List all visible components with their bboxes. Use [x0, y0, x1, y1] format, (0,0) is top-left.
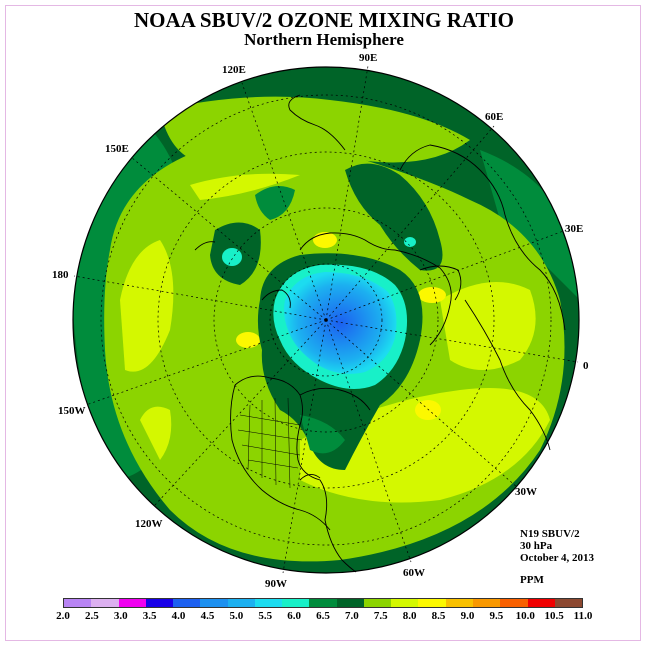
colorbar-swatch: [91, 599, 119, 607]
date-label: October 4, 2013: [520, 552, 595, 564]
colorbar-tick-label: 6.0: [287, 610, 301, 622]
colorbar-swatch: [254, 599, 283, 607]
pressure-level-label: 30 hPa: [520, 540, 553, 552]
colorbar-swatch: [118, 599, 146, 607]
lon-label-60e: 60E: [485, 111, 503, 123]
colorbar-tick-label: 7.0: [345, 610, 359, 622]
colorbar-swatch: [527, 599, 555, 607]
lon-label-60w: 60W: [403, 567, 425, 579]
colorbar-tick-label: 11.0: [573, 610, 593, 622]
colorbar-tick-label: 3.0: [113, 610, 128, 622]
units-label: PPM: [520, 574, 544, 586]
colorbar: [63, 598, 583, 608]
image-frame: [5, 5, 641, 641]
lon-label-90w: 90W: [265, 578, 287, 590]
colorbar-tick-label: 9.5: [489, 610, 504, 622]
colorbar-tick-label: 3.5: [142, 610, 157, 622]
colorbar-tick-label: 4.0: [171, 610, 186, 622]
colorbar-ticks: 2.0 2.5 3.0 3.5 4.0 4.5 5.0 5.5 6.0 6.5 7.0 7.5 8.0 8…: [56, 610, 592, 624]
colorbar-tick-label: 2.0: [56, 610, 70, 622]
colorbar-swatch: [363, 599, 392, 607]
colorbar-tick-label: 9.0: [460, 610, 475, 622]
colorbar-swatch: [227, 599, 255, 607]
map-border: [72, 66, 580, 574]
lon-label-180: 180: [52, 269, 69, 281]
colorbar-tick-label: 4.5: [200, 610, 215, 622]
ozone-field: [73, 67, 579, 573]
colorbar-swatch: [500, 599, 528, 607]
coastlines: [194, 94, 566, 573]
colorbar-tick-label: 8.0: [402, 610, 417, 622]
lon-label-30w: 30W: [515, 486, 537, 498]
lon-label-120e: 120E: [222, 64, 246, 76]
map-subtitle: Northern Hemisphere: [244, 30, 404, 49]
us-state-lines: [237, 397, 303, 489]
colorbar-tick-label: 6.5: [316, 610, 330, 622]
colorbar-tick-label: 2.5: [85, 610, 99, 622]
colorbar-swatch: [173, 599, 201, 607]
colorbar-tick-label: 5.5: [258, 610, 273, 622]
lon-label-120w: 120W: [135, 518, 163, 530]
colorbar-tick-label: 8.5: [431, 610, 446, 622]
colorbar-swatch: [472, 599, 501, 607]
lon-label-150w: 150W: [58, 405, 86, 417]
satellite-label: N19 SBUV/2: [520, 528, 580, 540]
colorbar-swatch: [391, 599, 419, 607]
colorbar-swatch: [200, 599, 228, 607]
colorbar-swatch: [418, 599, 446, 607]
lon-label-90e: 90E: [359, 52, 377, 64]
colorbar-swatch: [554, 599, 583, 607]
colorbar-swatch: [64, 599, 92, 607]
colorbar-swatch: [309, 599, 337, 607]
colorbar-swatch: [145, 599, 174, 607]
lon-label-150e: 150E: [105, 143, 129, 155]
colorbar-swatch: [336, 599, 364, 607]
colorbar-tick-label: 10.0: [515, 610, 535, 622]
colorbar-swatch: [445, 599, 473, 607]
colorbar-swatch: [282, 599, 310, 607]
colorbar-tick-label: 7.5: [373, 610, 388, 622]
colorbar-tick-label: 5.0: [229, 610, 244, 622]
colorbar-tick-label: 10.5: [544, 610, 564, 622]
graticule: [73, 65, 579, 574]
lon-label-0: 0: [583, 360, 589, 372]
map-title: NOAA SBUV/2 OZONE MIXING RATIO: [134, 8, 514, 32]
lon-label-30e: 30E: [565, 223, 583, 235]
